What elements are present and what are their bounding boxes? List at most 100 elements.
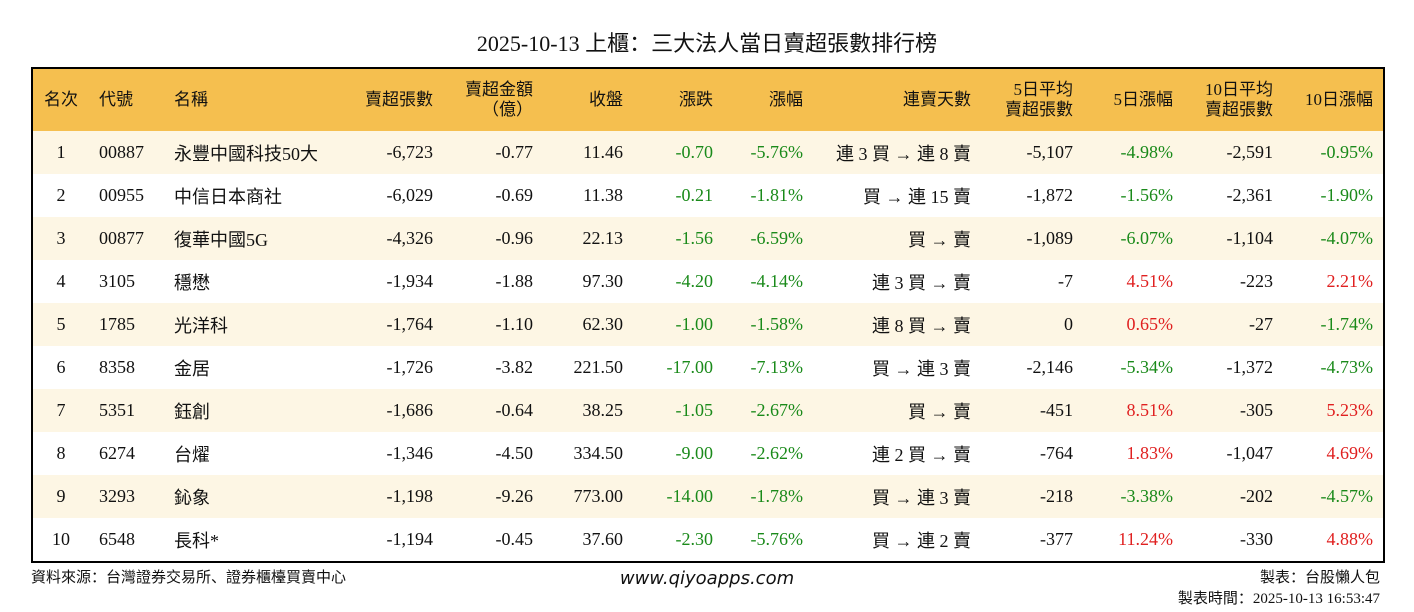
- table-cell: -377: [1040, 529, 1073, 549]
- table-cell: 買 → 連 3 賣: [813, 475, 981, 518]
- table-cell: -764: [1040, 443, 1073, 463]
- table-cell: -1,198: [346, 475, 443, 518]
- table-cell: -1.81%: [750, 185, 804, 205]
- table-cell: 5: [32, 303, 89, 346]
- table-cell: 00955: [99, 185, 144, 205]
- table-cell: 38.25: [543, 389, 633, 432]
- table-cell: -6,029: [386, 185, 434, 205]
- table-cell: 鈊象: [164, 475, 346, 518]
- table-cell: 11.38: [583, 185, 623, 205]
- table-cell: -0.64: [443, 389, 543, 432]
- table-cell: 37.60: [582, 529, 624, 549]
- table-cell: -0.96: [443, 217, 543, 260]
- table-cell: 0: [981, 303, 1083, 346]
- table-cell: 中信日本商社: [174, 186, 282, 207]
- table-cell: 長科*: [174, 530, 219, 551]
- table-cell: -202: [1183, 475, 1283, 518]
- table-row: 8 6274 台燿 -1,346 -4.50 334.50 -9.00 -2.62% 連 2 買…: [32, 432, 1384, 475]
- website: www.qiyoapps.com: [619, 568, 795, 589]
- table-cell: 4.69%: [1326, 443, 1374, 463]
- table-cell: -218: [981, 475, 1083, 518]
- table-cell: 7: [32, 389, 89, 432]
- table-cell: -6.07%: [1083, 217, 1183, 260]
- table-cell: -1,104: [1183, 217, 1283, 260]
- table-cell: -1.56%: [1120, 185, 1174, 205]
- table-body: 1 00887 永豐中國科技50大 -6,723 -0.77 11.46 -0.70 -5.7…: [32, 131, 1384, 562]
- table-cell: -4.50: [495, 443, 534, 463]
- table-cell: -1.00: [633, 303, 723, 346]
- table-cell: 6548: [99, 529, 135, 549]
- table-cell: -9.26: [443, 475, 543, 518]
- table-cell: 金居: [174, 358, 210, 379]
- table-row: 2 00955 中信日本商社 -6,029 -0.69 11.38 -0.21 -1.81% 買…: [32, 174, 1384, 217]
- table-cell: 3105: [99, 271, 135, 291]
- table-cell: -5,107: [981, 131, 1083, 174]
- table-cell: 334.50: [573, 443, 624, 463]
- table-cell: -3.38%: [1083, 475, 1183, 518]
- table-cell: -27: [1183, 303, 1283, 346]
- table-cell: -330: [1240, 529, 1273, 549]
- table-cell: -0.95%: [1283, 131, 1384, 174]
- table-cell: -4.07%: [1283, 217, 1384, 260]
- table-cell: 買 → 賣: [813, 217, 981, 260]
- table-cell: -7: [1058, 271, 1073, 291]
- table-cell: -4.20: [675, 271, 714, 291]
- table-cell: 6274: [99, 443, 135, 463]
- table-cell: 4.51%: [1126, 271, 1174, 291]
- table-cell: -1.05: [633, 389, 723, 432]
- table-cell: -1.88: [495, 271, 534, 291]
- table-cell: 連 2 買 → 賣: [872, 444, 971, 465]
- table-row: 6 8358 金居 -1,726 -3.82 221.50 -17.00 -7.13% 買 → …: [32, 346, 1384, 389]
- table-cell: -5.34%: [1120, 357, 1174, 377]
- table-cell: -451: [981, 389, 1083, 432]
- table-cell: -2.67%: [723, 389, 813, 432]
- source: 資料來源：台灣證券交易所、證券櫃檯買賣中心: [31, 570, 347, 586]
- table-cell: 8.51%: [1083, 389, 1183, 432]
- table-cell: -1.78%: [723, 475, 813, 518]
- header-cell: 10日漲幅: [1283, 68, 1384, 131]
- table-cell: 00877: [89, 217, 164, 260]
- header-cell: 代號: [89, 68, 164, 131]
- table-cell: 5.23%: [1283, 389, 1384, 432]
- table-cell: 221.50: [573, 357, 624, 377]
- table-cell: -0.77: [443, 131, 543, 174]
- table-cell: -4.14%: [750, 271, 804, 291]
- header-cell: 名稱: [164, 68, 346, 131]
- table-cell: -4.57%: [1283, 475, 1384, 518]
- table-cell: -1,764: [346, 303, 443, 346]
- table-cell: -0.69: [495, 185, 534, 205]
- table-cell: 6: [56, 357, 66, 377]
- table-cell: 8: [56, 443, 66, 463]
- header-cell: 收盤: [543, 68, 633, 131]
- table-cell: -6.59%: [723, 217, 813, 260]
- table-cell: 買 → 連 15 賣: [863, 186, 971, 207]
- table-cell: 1: [32, 131, 89, 174]
- table-cell: -2.62%: [750, 443, 804, 463]
- table-cell: -0.45: [495, 529, 534, 549]
- table-cell: 穩懋: [174, 272, 210, 293]
- table-cell: 光洋科: [164, 303, 346, 346]
- table-row: 10 6548 長科* -1,194 -0.45 37.60 -2.30 -5.76% 買 → …: [32, 518, 1384, 562]
- table-cell: -1.58%: [723, 303, 813, 346]
- table-cell: 永豐中國科技50大: [164, 131, 346, 174]
- table-cell: -1.56: [633, 217, 723, 260]
- table-cell: 3293: [89, 475, 164, 518]
- table-cell: -5.76%: [723, 131, 813, 174]
- table-cell: 4: [56, 271, 66, 291]
- time: 製表時間：2025-10-13 16:53:47: [1177, 591, 1380, 607]
- table-cell: 0.65%: [1083, 303, 1183, 346]
- table-cell: -1.74%: [1283, 303, 1384, 346]
- header-cell: 漲跌: [633, 68, 723, 131]
- table-cell: 8358: [99, 357, 135, 377]
- table-cell: 連 8 買 → 賣: [813, 303, 981, 346]
- table-cell: 4.88%: [1326, 529, 1374, 549]
- table-cell: -1,346: [386, 443, 434, 463]
- table-cell: -7.13%: [750, 357, 804, 377]
- table-cell: -4.98%: [1083, 131, 1183, 174]
- table-cell: -1.90%: [1320, 185, 1374, 205]
- table-cell: 97.30: [582, 271, 624, 291]
- title: 2025-10-13 上櫃：三大法人當日賣超張數排行榜: [476, 31, 938, 56]
- header-cell: 5日漲幅: [1083, 68, 1183, 131]
- table-cell: -6,723: [346, 131, 443, 174]
- table-cell: -1,194: [386, 529, 434, 549]
